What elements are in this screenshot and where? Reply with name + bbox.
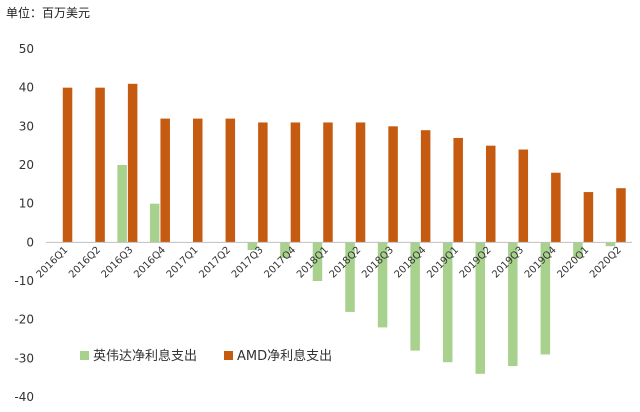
bar-amd xyxy=(193,118,203,243)
y-tick-label: 20 xyxy=(19,158,34,172)
bar-nvidia xyxy=(573,242,583,258)
bar-amd xyxy=(486,145,496,243)
y-tick-label: 0 xyxy=(26,235,34,249)
y-tick-label: 50 xyxy=(19,42,34,56)
x-tick-label: 2016Q2 xyxy=(67,245,103,281)
bar-nvidia xyxy=(442,242,453,363)
x-tick-label: 2017Q1 xyxy=(165,245,201,281)
bar-nvidia xyxy=(540,242,551,355)
bar-nvidia xyxy=(247,242,258,251)
bar-amd xyxy=(225,118,236,243)
bar-nvidia xyxy=(377,242,388,328)
bar-nvidia xyxy=(280,242,290,258)
bar-amd xyxy=(258,122,268,243)
legend-swatch-nvidia xyxy=(80,351,89,360)
x-tick-label: 2016Q3 xyxy=(100,245,136,281)
bar-amd xyxy=(160,118,170,243)
bar-amd xyxy=(290,122,301,243)
legend-swatch-amd xyxy=(224,351,233,360)
x-tick-label: 2016Q1 xyxy=(35,245,71,281)
bar-amd xyxy=(355,122,366,243)
bar-amd xyxy=(551,172,561,243)
bar-nvidia xyxy=(117,165,127,243)
bar-nvidia xyxy=(475,242,485,374)
y-tick-label: 10 xyxy=(19,197,34,211)
legend-label-amd: AMD净利息支出 xyxy=(237,348,332,364)
y-tick-label: 30 xyxy=(19,119,34,133)
bar-nvidia xyxy=(345,242,355,312)
bar-nvidia xyxy=(312,242,323,281)
x-tick-label: 2020Q2 xyxy=(588,245,624,281)
y-tick-label: -10 xyxy=(14,274,34,288)
bar-amd xyxy=(453,137,463,243)
bar-nvidia xyxy=(508,242,518,367)
bar-amd xyxy=(95,87,105,243)
bar-amd xyxy=(388,126,398,243)
bar-amd xyxy=(583,192,594,243)
bar-amd xyxy=(518,149,529,243)
y-tick-label: -30 xyxy=(14,351,34,365)
x-tick-label: 2017Q2 xyxy=(197,245,233,281)
bar-nvidia xyxy=(605,242,616,247)
bar-amd xyxy=(323,122,333,243)
x-tick-label: 2016Q4 xyxy=(132,245,168,281)
y-tick-label: 40 xyxy=(19,81,34,95)
y-tick-label: -40 xyxy=(14,390,34,404)
bar-nvidia xyxy=(410,242,420,351)
legend-label-nvidia: 英伟达净利息支出 xyxy=(93,348,197,364)
y-tick-label: -20 xyxy=(14,313,34,327)
bar-nvidia xyxy=(149,203,160,243)
unit-label: 单位：百万美元 xyxy=(6,6,91,20)
bar-amd xyxy=(127,83,138,243)
bar-amd xyxy=(420,130,431,243)
bar-amd xyxy=(616,188,626,243)
bar-amd xyxy=(62,87,73,243)
